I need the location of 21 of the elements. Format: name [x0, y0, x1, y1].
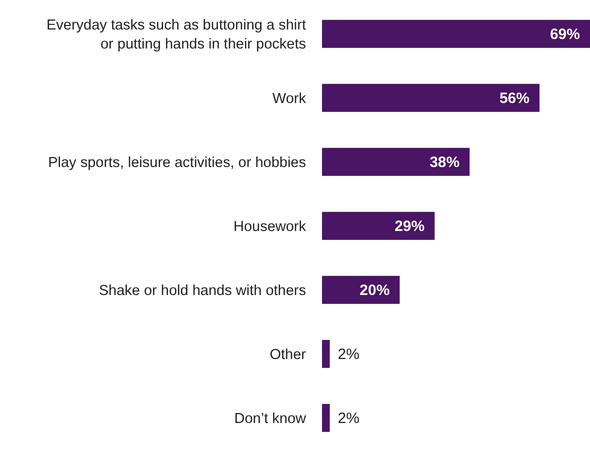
y-tick-label: Shake or hold hands with others — [98, 283, 306, 299]
y-tick-label: Everyday tasks such as buttoning a shirt or putting hands in their pockets — [46, 18, 306, 52]
y-tick-label: Work — [272, 91, 307, 107]
bar — [322, 404, 330, 432]
bar — [322, 340, 330, 368]
y-tick-label: Housework — [233, 219, 307, 235]
data-label: 20% — [360, 282, 390, 299]
y-tick-label: Don’t know — [234, 411, 307, 427]
y-tick-label: Other — [270, 347, 306, 363]
data-label: 29% — [394, 218, 425, 235]
data-label: 69% — [550, 26, 580, 43]
data-label: 38% — [430, 154, 460, 171]
bar — [322, 276, 400, 304]
bar — [322, 20, 590, 48]
y-tick-label: Play sports, leisure activities, or hobbies — [48, 155, 306, 171]
data-label: 2% — [338, 346, 360, 363]
data-label: 56% — [499, 90, 530, 107]
bar — [322, 212, 435, 240]
bar — [322, 84, 540, 112]
data-label: 2% — [338, 410, 360, 427]
bar — [322, 148, 470, 176]
